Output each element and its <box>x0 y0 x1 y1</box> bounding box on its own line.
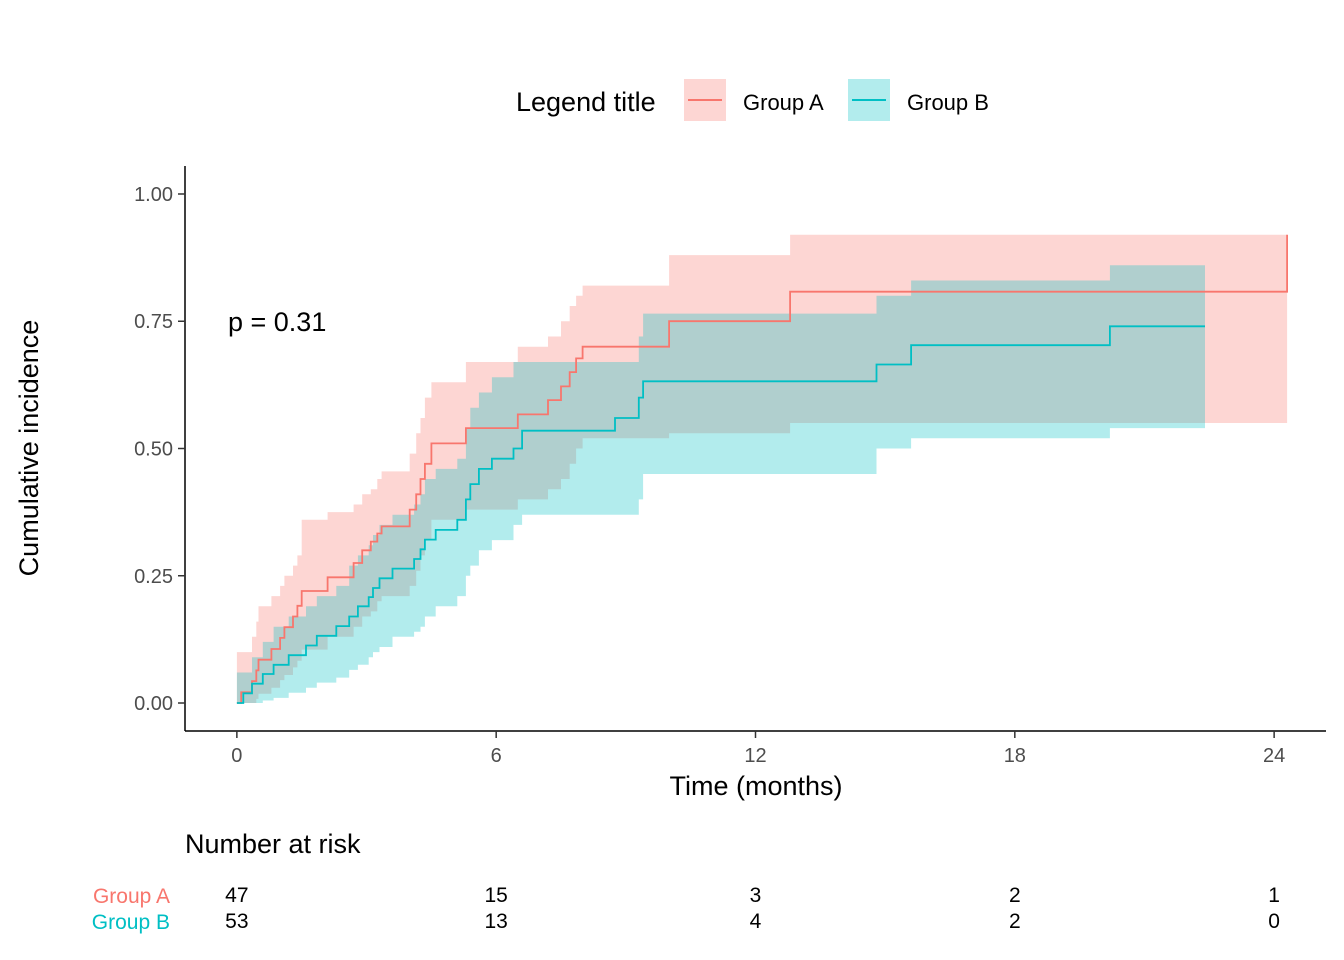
risk-cell: 47 <box>225 884 248 907</box>
y-tick-label: 0.25 <box>134 566 173 588</box>
risk-row-group-a: Group A 47 15 3 2 1 <box>93 884 1280 908</box>
x-axis-ticks: 0 6 12 18 24 <box>231 731 1285 767</box>
y-axis: 0.00 0.25 0.50 0.75 1.00 <box>134 166 186 731</box>
risk-table-rows: Group A 47 15 3 2 1 Group B 53 13 4 2 0 <box>92 884 1280 934</box>
legend-label-group-a: Group A <box>743 90 824 115</box>
confidence-band-group-b <box>236 265 1205 703</box>
risk-cell: 15 <box>485 884 508 907</box>
confidence-band-group-a <box>236 234 1288 703</box>
risk-cell: 4 <box>750 910 762 933</box>
x-tick-label: 24 <box>1263 745 1285 767</box>
risk-cell: 2 <box>1009 910 1021 933</box>
y-tick-label: 0.75 <box>134 311 173 333</box>
risk-row-label: Group B <box>92 911 170 934</box>
risk-cell: 13 <box>485 910 508 933</box>
risk-table: Number at risk Group A 47 15 3 2 1 Group B 53 13… <box>92 829 1280 934</box>
risk-cell: 2 <box>1009 884 1021 907</box>
series-line-group-b <box>236 325 1205 704</box>
x-tick-label: 12 <box>744 745 766 767</box>
x-axis: 0 6 12 18 24 <box>185 730 1326 767</box>
p-value-annotation: p = 0.31 <box>228 307 326 337</box>
x-tick-label: 0 <box>231 745 242 767</box>
y-axis-label: Cumulative incidence <box>14 320 44 577</box>
legend-item-group-b: Group B <box>848 79 989 121</box>
risk-row-group-b: Group B 53 13 4 2 0 <box>92 910 1280 934</box>
legend-label-group-b: Group B <box>907 90 989 115</box>
y-axis-ticks: 0.00 0.25 0.50 0.75 1.00 <box>134 184 185 715</box>
y-tick-label: 1.00 <box>134 184 173 206</box>
risk-cell: 3 <box>750 884 762 907</box>
confidence-bands <box>236 234 1288 703</box>
risk-table-title: Number at risk <box>185 829 361 859</box>
x-tick-label: 6 <box>491 745 502 767</box>
legend: Legend title Group A Group B <box>516 79 989 121</box>
series-line-group-a <box>236 234 1288 704</box>
risk-cell: 0 <box>1268 910 1280 933</box>
risk-cell: 1 <box>1268 884 1280 907</box>
legend-title: Legend title <box>516 87 656 117</box>
risk-cell: 53 <box>225 910 248 933</box>
series-lines <box>236 234 1288 704</box>
y-tick-label: 0.50 <box>134 439 173 461</box>
y-tick-label: 0.00 <box>134 693 173 715</box>
risk-row-label: Group A <box>93 885 170 908</box>
legend-item-group-a: Group A <box>684 79 824 121</box>
x-axis-label: Time (months) <box>669 771 842 801</box>
x-tick-label: 18 <box>1004 745 1026 767</box>
